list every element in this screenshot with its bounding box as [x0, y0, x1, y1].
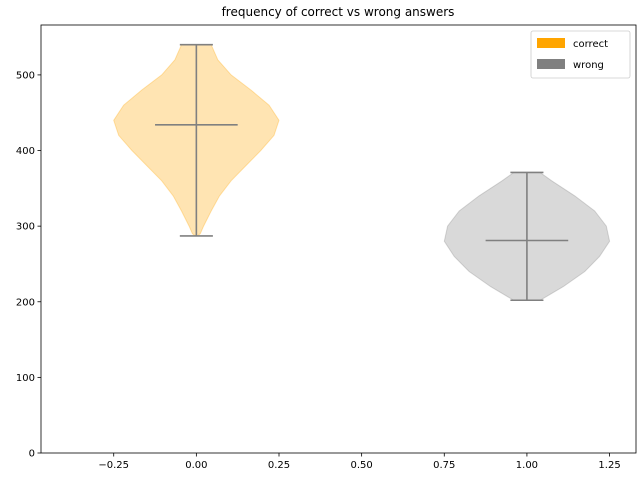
legend-label-correct: correct — [573, 39, 608, 50]
y-tick-label: 400 — [16, 146, 35, 157]
y-tick-label: 0 — [29, 449, 35, 460]
y-tick-label: 200 — [16, 297, 35, 308]
y-tick-label: 300 — [16, 222, 35, 233]
x-tick-label: 1.00 — [516, 460, 538, 471]
x-tick-label: 1.25 — [598, 460, 620, 471]
legend-label-wrong: wrong — [573, 60, 604, 71]
legend-swatch-wrong — [537, 59, 565, 69]
y-tick-label: 500 — [16, 70, 35, 81]
plot-area — [113, 43, 611, 302]
x-tick-label: 0.00 — [185, 460, 207, 471]
x-tick-label: −0.25 — [98, 460, 129, 471]
y-tick-label: 100 — [16, 373, 35, 384]
legend: correct wrong — [530, 30, 631, 79]
x-tick-label: 0.75 — [433, 460, 455, 471]
legend-swatch-correct — [537, 38, 565, 48]
axes-frame — [40, 24, 637, 454]
axes: −0.25 0.00 0.25 0.50 0.75 1.00 1.25 0 100 200 300 4… — [16, 24, 637, 471]
chart-title: frequency of correct vs wrong answers — [222, 5, 455, 19]
x-tick-label: 0.25 — [268, 460, 290, 471]
x-tick-label: 0.50 — [351, 460, 373, 471]
